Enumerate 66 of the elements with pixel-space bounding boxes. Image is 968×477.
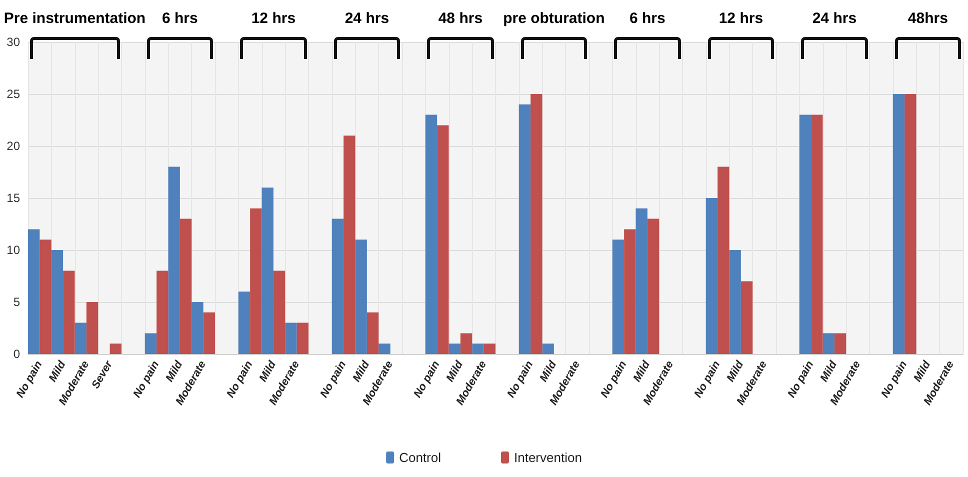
text: pre obturation xyxy=(503,10,605,27)
bar xyxy=(811,114,823,354)
bar xyxy=(834,333,846,354)
text: 24 hrs xyxy=(812,10,857,27)
bar xyxy=(238,292,250,354)
bar xyxy=(484,344,496,354)
text: 6 hrs xyxy=(162,10,198,27)
bar xyxy=(285,322,297,354)
bar xyxy=(28,229,40,354)
bar xyxy=(612,240,624,354)
bar xyxy=(355,240,367,354)
bar xyxy=(203,312,215,354)
y-tick-label: 20 xyxy=(6,139,20,153)
bar xyxy=(472,344,484,354)
bar xyxy=(366,312,379,354)
bar xyxy=(636,208,648,354)
y-tick-label: 10 xyxy=(6,243,20,257)
bar xyxy=(904,94,916,354)
legend-label: Intervention xyxy=(514,450,582,465)
bar xyxy=(74,322,86,354)
bar xyxy=(262,188,274,354)
y-tick-label: 0 xyxy=(13,347,20,361)
bar xyxy=(51,250,64,354)
bar xyxy=(706,198,718,354)
bar xyxy=(542,344,554,354)
y-tick-label: 15 xyxy=(6,191,20,205)
bar xyxy=(718,166,730,354)
bar xyxy=(168,166,180,354)
bar xyxy=(892,94,905,354)
bar xyxy=(729,250,741,354)
text: 12 hrs xyxy=(251,10,296,27)
bar xyxy=(63,270,75,354)
bar xyxy=(822,333,834,354)
bar xyxy=(378,344,390,354)
bar xyxy=(110,344,122,354)
bar xyxy=(437,125,449,354)
bar xyxy=(740,281,753,354)
bar xyxy=(460,333,472,354)
bar xyxy=(250,208,262,354)
text: 6 hrs xyxy=(630,10,666,27)
bar xyxy=(647,218,660,354)
bar xyxy=(344,136,356,354)
bar xyxy=(192,302,204,354)
text: Pre instrumentation xyxy=(4,10,146,27)
bar xyxy=(40,240,52,354)
bar xyxy=(425,114,438,354)
legend-label: Control xyxy=(399,450,442,465)
bar xyxy=(296,322,308,354)
bar xyxy=(624,229,636,354)
y-tick-label: 30 xyxy=(6,35,20,49)
bar xyxy=(86,302,98,354)
y-tick-label: 5 xyxy=(13,295,20,309)
bar xyxy=(144,333,157,354)
bar xyxy=(332,218,344,354)
bar xyxy=(530,94,542,354)
y-tick-label: 25 xyxy=(6,87,20,101)
bar xyxy=(180,218,192,354)
bar xyxy=(799,114,812,354)
text: 48 hrs xyxy=(438,10,483,27)
text: 24 hrs xyxy=(344,10,390,27)
text: 12 hrs xyxy=(718,10,764,27)
text: 48hrs xyxy=(908,10,948,27)
bar xyxy=(518,104,531,354)
bar xyxy=(156,270,168,354)
bar xyxy=(273,270,286,354)
bar xyxy=(448,344,460,354)
